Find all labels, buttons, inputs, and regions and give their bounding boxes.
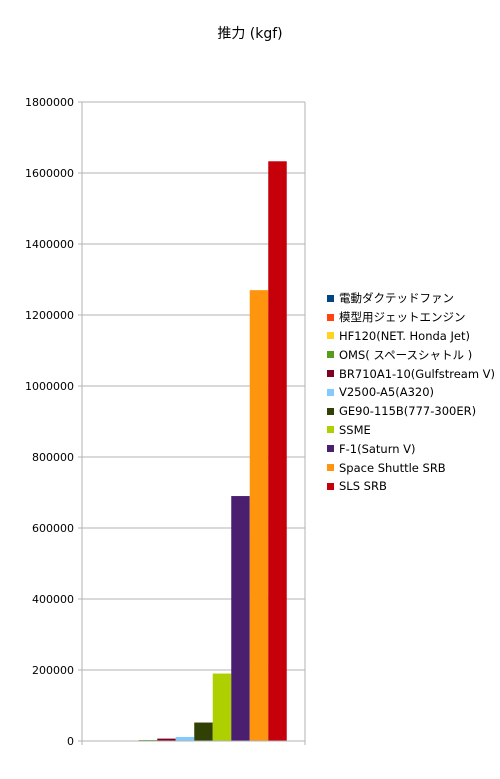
legend-swatch bbox=[327, 426, 334, 434]
legend-item: SLS SRB bbox=[327, 477, 495, 496]
legend-swatch bbox=[327, 464, 334, 472]
bar-11 bbox=[268, 161, 287, 741]
legend-swatch bbox=[327, 351, 334, 359]
legend-label: 模型用ジェットエンジン bbox=[339, 310, 466, 325]
legend-swatch bbox=[327, 388, 334, 396]
y-tick-label: 400000 bbox=[32, 593, 74, 606]
legend-item: 電動ダクテッドファン bbox=[327, 289, 495, 308]
chart-title: 推力 (kgf) bbox=[217, 26, 282, 42]
y-tick-label: 1800000 bbox=[25, 96, 74, 109]
y-tick-label: 800000 bbox=[32, 451, 74, 464]
legend-swatch bbox=[327, 294, 334, 302]
bar-5 bbox=[157, 738, 176, 741]
bar-9 bbox=[231, 496, 250, 741]
legend-item: OMS( スペースシャトル ) bbox=[327, 345, 495, 364]
legend-item: SSME bbox=[327, 421, 495, 440]
legend-label: GE90-115B(777-300ER) bbox=[339, 404, 477, 419]
legend-item: V2500-A5(A320) bbox=[327, 383, 495, 402]
legend-label: OMS( スペースシャトル ) bbox=[339, 347, 473, 362]
bars bbox=[101, 161, 287, 741]
legend-label: HF120(NET. Honda Jet) bbox=[339, 328, 470, 343]
axes bbox=[81, 102, 306, 745]
legend-label: V2500-A5(A320) bbox=[339, 385, 435, 400]
legend-item: BR710A1-10(Gulfstream V) bbox=[327, 364, 495, 383]
legend-item: F-1(Saturn V) bbox=[327, 439, 495, 458]
legend-item: Space Shuttle SRB bbox=[327, 458, 495, 477]
legend-swatch bbox=[327, 445, 334, 453]
legend-swatch bbox=[327, 407, 334, 415]
legend-swatch bbox=[327, 332, 334, 340]
y-tick-label: 1000000 bbox=[25, 380, 74, 393]
legend-item: GE90-115B(777-300ER) bbox=[327, 402, 495, 421]
legend-swatch bbox=[327, 313, 334, 321]
y-tick-label: 0 bbox=[67, 735, 74, 748]
y-tick-label: 1200000 bbox=[25, 309, 74, 322]
bar-8 bbox=[212, 673, 232, 741]
legend: 電動ダクテッドファン 模型用ジェットエンジン HF120(NET. Honda Je… bbox=[327, 289, 495, 496]
legend-label: BR710A1-10(Gulfstream V) bbox=[339, 366, 496, 381]
legend-label: F-1(Saturn V) bbox=[339, 441, 416, 456]
y-axis-tick-labels: 0 200000 400000 600000 800000 1000000 1200000 1… bbox=[25, 96, 74, 748]
bar-7 bbox=[194, 722, 213, 741]
y-tick-label: 600000 bbox=[32, 522, 74, 535]
bar-6 bbox=[175, 736, 195, 741]
y-tick-label: 1400000 bbox=[25, 238, 74, 251]
legend-label: SLS SRB bbox=[339, 479, 387, 494]
y-tick-label: 200000 bbox=[32, 664, 74, 677]
legend-item: HF120(NET. Honda Jet) bbox=[327, 327, 495, 346]
legend-label: Space Shuttle SRB bbox=[339, 460, 446, 475]
legend-swatch bbox=[327, 370, 334, 378]
legend-label: SSME bbox=[339, 422, 371, 437]
legend-label: 電動ダクテッドファン bbox=[339, 291, 454, 306]
bar-10 bbox=[249, 290, 269, 741]
legend-swatch bbox=[327, 482, 334, 490]
legend-item: 模型用ジェットエンジン bbox=[327, 308, 495, 327]
y-tick-label: 1600000 bbox=[25, 167, 74, 180]
